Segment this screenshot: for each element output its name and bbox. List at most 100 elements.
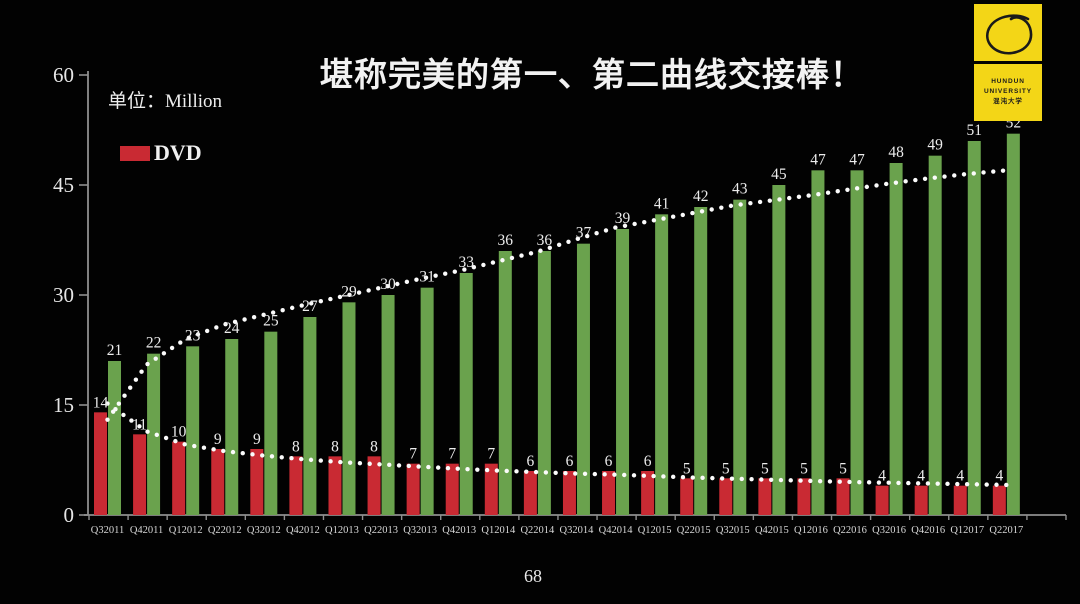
trend-dot [817,478,823,484]
dvd-value-label: 9 [214,431,222,448]
trend-dot [845,187,850,192]
trend-dot [357,461,363,466]
trend-dot [827,479,833,484]
green-bar [1006,133,1020,515]
trend-dot [192,443,197,449]
trend-dot [445,465,451,471]
trend-dot [670,214,676,219]
trend-dot [553,470,558,475]
trend-dot [1004,482,1009,488]
trend-dot [935,481,940,486]
green-value-label: 39 [615,210,631,227]
trend-dot [269,454,275,459]
green-bar [967,141,981,515]
x-category-label: Q22015 [677,525,711,536]
dvd-value-label: 7 [409,446,417,463]
trend-dot [328,459,333,464]
trend-dot [387,462,392,468]
x-category-label: Q12014 [481,525,516,536]
trend-dot [366,288,371,293]
trend-dot [465,466,470,472]
trend-dot [816,191,821,197]
trend-dot [223,321,228,327]
trend-dot [232,319,238,325]
trend-dot [221,448,226,454]
dvd-value-label: 6 [605,453,613,470]
x-category-label: Q22012 [208,525,242,536]
trend-dot [543,470,549,475]
trend-dot [145,429,150,434]
dvd-bar [836,478,850,515]
green-bar [225,339,239,515]
dvd-value-label: 7 [448,446,456,463]
x-category-label: Q42013 [442,525,476,536]
dvd-value-label: 5 [683,460,691,477]
trend-dot [719,205,724,210]
trend-dot [435,465,441,470]
trend-dot [585,233,590,239]
trend-dot [575,236,581,242]
trend-dot [455,466,460,471]
trend-dot [509,255,515,261]
trend-dot [787,195,792,201]
trend-dot [903,179,908,184]
trend-dot [121,412,126,418]
trend-dot [847,479,852,485]
y-tick-label: 60 [53,63,74,87]
trend-dot [632,221,637,227]
y-tick-label: 0 [64,503,75,527]
trend-dot [154,432,160,438]
x-category-label: Q22013 [364,525,398,536]
dvd-value-label: 8 [292,438,300,455]
trend-dot [318,299,324,304]
trend-dot [893,180,899,185]
trend-dot [566,239,571,245]
trend-dot [299,303,304,308]
trend-dot [699,209,705,214]
trend-dot [857,479,862,485]
trend-dot [280,308,285,313]
green-value-label: 30 [380,276,396,293]
trend-dot [748,201,753,206]
trend-dot [955,481,960,487]
green-value-label: 22 [146,335,162,352]
trend-dot [974,482,980,487]
trend-dot [377,462,382,467]
x-category-label: Q42015 [755,525,789,536]
trend-dot [201,445,207,450]
trend-dot [260,453,265,458]
trend-dot [563,470,568,476]
dvd-value-label: 4 [917,468,925,485]
trend-dot [796,194,802,200]
green-value-label: 21 [107,342,123,359]
green-bar [420,287,434,515]
trend-dot [874,183,879,188]
x-category-label: Q42016 [911,525,945,536]
trend-dot [105,401,110,406]
trend-dot [500,258,505,263]
trend-dot [952,173,957,178]
trend-dot [375,286,381,291]
trend-dot [808,478,813,484]
green-value-label: 36 [498,232,514,249]
dvd-value-label: 8 [331,438,339,455]
trend-dot [519,253,524,258]
trend-dot [767,198,773,203]
green-value-label: 31 [419,269,435,286]
trend-dot [922,176,928,182]
green-bar [733,199,747,515]
trend-dot [195,332,201,337]
trend-dot [494,468,500,473]
trend-dot [602,472,607,477]
x-category-label: Q32012 [247,525,281,536]
trend-dot [347,460,353,465]
dvd-bar [211,449,225,515]
trend-dot [925,481,931,486]
trend-dot [261,312,266,318]
trend-dot [396,463,402,468]
logo-text-line1: HUNDUN [991,78,1025,85]
dvd-bar [484,463,498,515]
green-bar [303,317,317,515]
trend-dot [971,171,976,176]
